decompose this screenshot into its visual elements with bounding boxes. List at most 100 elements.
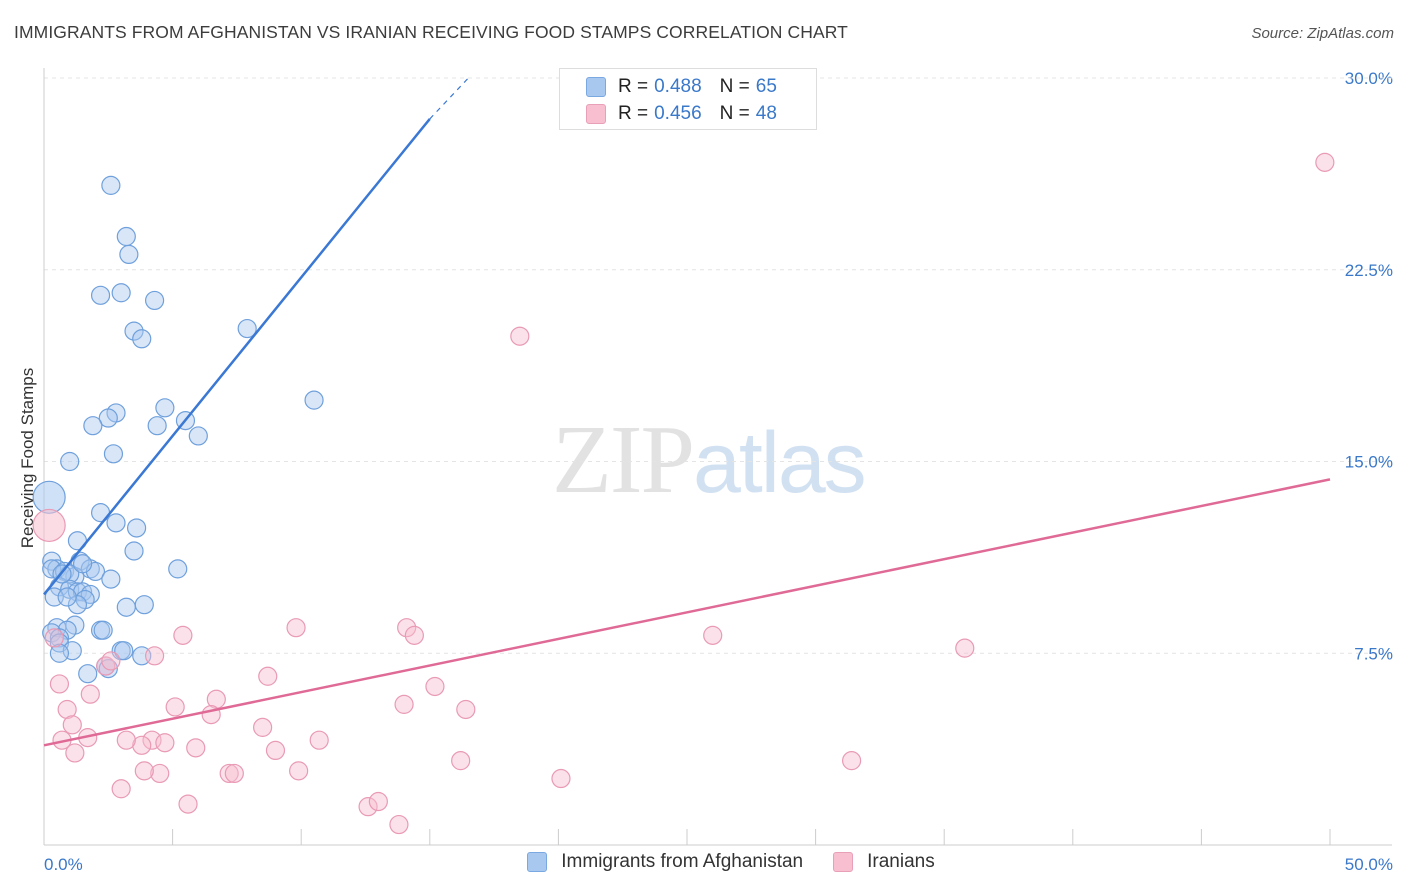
afghanistan-point bbox=[103, 444, 124, 464]
legend-r-value: 0.456 bbox=[654, 103, 702, 124]
iranian-trend-line bbox=[43, 478, 1331, 747]
series-legend: Immigrants from Afghanistan Iranians bbox=[0, 851, 1406, 873]
afghanistan-trend-extension bbox=[429, 77, 469, 120]
iranian-point bbox=[510, 326, 530, 346]
series-swatch-pink bbox=[833, 852, 854, 872]
afghanistan-point bbox=[114, 641, 134, 661]
series-legend-iranians[interactable]: Iranians bbox=[833, 851, 935, 873]
legend-n-value: 65 bbox=[755, 76, 777, 97]
iranian-point bbox=[57, 699, 77, 720]
iranian-point bbox=[116, 730, 136, 750]
series-label-afghanistan: Immigrants from Afghanistan bbox=[561, 851, 804, 872]
legend-n-label: N = bbox=[719, 103, 750, 124]
iranian-point bbox=[703, 625, 723, 645]
afghanistan-point bbox=[124, 541, 144, 561]
afghanistan-point bbox=[80, 584, 100, 605]
afghanistan-point bbox=[304, 390, 324, 410]
afghanistan-point bbox=[101, 175, 121, 195]
correlation-legend: R = 0.488 N = 65 R = 0.456 N = 48 bbox=[559, 68, 817, 130]
iranian-point bbox=[49, 674, 70, 694]
afghanistan-point bbox=[78, 664, 98, 684]
legend-r-label: R = bbox=[618, 103, 649, 124]
y-tick-label: 7.5% bbox=[1354, 644, 1393, 663]
afghanistan-point bbox=[134, 595, 154, 615]
legend-swatch-pink bbox=[586, 104, 606, 124]
iranian-point bbox=[265, 740, 286, 761]
iranian-point bbox=[32, 508, 66, 543]
afghanistan-point bbox=[119, 244, 139, 265]
legend-n-value: 48 bbox=[755, 103, 777, 124]
legend-r-label: R = bbox=[618, 76, 649, 97]
afghanistan-point bbox=[60, 451, 80, 472]
iranian-point bbox=[65, 743, 85, 763]
iranian-point bbox=[173, 625, 193, 645]
legend-n-label: N = bbox=[719, 76, 750, 97]
iranian-point bbox=[397, 618, 417, 638]
afghanistan-point bbox=[116, 597, 136, 617]
afghanistan-point bbox=[98, 658, 118, 679]
afghanistan-point bbox=[111, 283, 131, 303]
afghanistan-point bbox=[237, 318, 257, 339]
afghanistan-point bbox=[124, 321, 144, 341]
iranian-point bbox=[165, 697, 185, 717]
y-tick-label: 15.0% bbox=[1345, 453, 1393, 472]
iranian-point bbox=[258, 666, 278, 686]
iranian-point bbox=[456, 699, 476, 720]
afghanistan-point bbox=[116, 226, 136, 247]
afghanistan-point bbox=[72, 554, 93, 574]
afghanistan-point bbox=[188, 426, 208, 446]
afghanistan-trend-line bbox=[43, 118, 431, 596]
afghanistan-point bbox=[98, 408, 118, 428]
y-tick-label: 22.5% bbox=[1345, 261, 1393, 280]
afghanistan-point bbox=[49, 628, 70, 648]
source-credit: Source: ZipAtlas.com bbox=[1251, 25, 1394, 42]
iranian-point bbox=[150, 763, 170, 784]
legend-row-afghanistan: R = 0.488 N = 65 bbox=[586, 74, 777, 100]
legend-swatch-blue bbox=[586, 77, 606, 97]
y-axis-label: Receiving Food Stamps bbox=[18, 367, 37, 549]
series-label-iranians: Iranians bbox=[867, 851, 935, 872]
iranian-point bbox=[44, 628, 64, 648]
iranian-point bbox=[134, 761, 154, 781]
series-swatch-blue bbox=[527, 852, 548, 872]
legend-r-value: 0.488 bbox=[654, 76, 702, 97]
afghanistan-point bbox=[57, 587, 77, 607]
iranian-point bbox=[955, 638, 975, 658]
iranian-point bbox=[404, 625, 424, 645]
iranian-point bbox=[451, 751, 471, 771]
iranian-point bbox=[155, 733, 175, 753]
afghanistan-point bbox=[126, 518, 147, 538]
iranian-point bbox=[144, 646, 165, 666]
iranian-point bbox=[309, 730, 329, 750]
afghanistan-point bbox=[155, 398, 175, 418]
afghanistan-point bbox=[106, 513, 126, 533]
iranian-point bbox=[358, 797, 378, 817]
y-tick-label: 30.0% bbox=[1345, 69, 1393, 88]
afghanistan-point bbox=[144, 290, 165, 311]
x-tick-label-left: 0.0% bbox=[44, 855, 83, 874]
iranian-point bbox=[286, 618, 306, 638]
iranian-point bbox=[1315, 152, 1335, 172]
iranian-point bbox=[96, 656, 116, 676]
afghanistan-point bbox=[83, 416, 103, 436]
iranian-point bbox=[551, 768, 571, 789]
iranian-point bbox=[394, 694, 414, 714]
afghanistan-point bbox=[90, 503, 111, 523]
iranian-point bbox=[111, 779, 131, 799]
iranian-point bbox=[62, 715, 82, 735]
iranian-point bbox=[224, 763, 244, 784]
afghanistan-point bbox=[132, 329, 152, 349]
afghanistan-point bbox=[147, 416, 167, 436]
iranian-point bbox=[368, 791, 388, 812]
iranian-point bbox=[101, 651, 121, 671]
afghanistan-point bbox=[101, 569, 121, 589]
iranian-point bbox=[132, 735, 152, 755]
iranian-point bbox=[178, 794, 198, 814]
series-legend-afghanistan[interactable]: Immigrants from Afghanistan bbox=[527, 851, 803, 873]
afghanistan-point bbox=[90, 285, 111, 305]
iranian-point bbox=[389, 814, 409, 835]
iranian-point bbox=[186, 738, 206, 758]
afghanistan-point bbox=[49, 643, 70, 663]
iranian-point bbox=[253, 717, 273, 737]
